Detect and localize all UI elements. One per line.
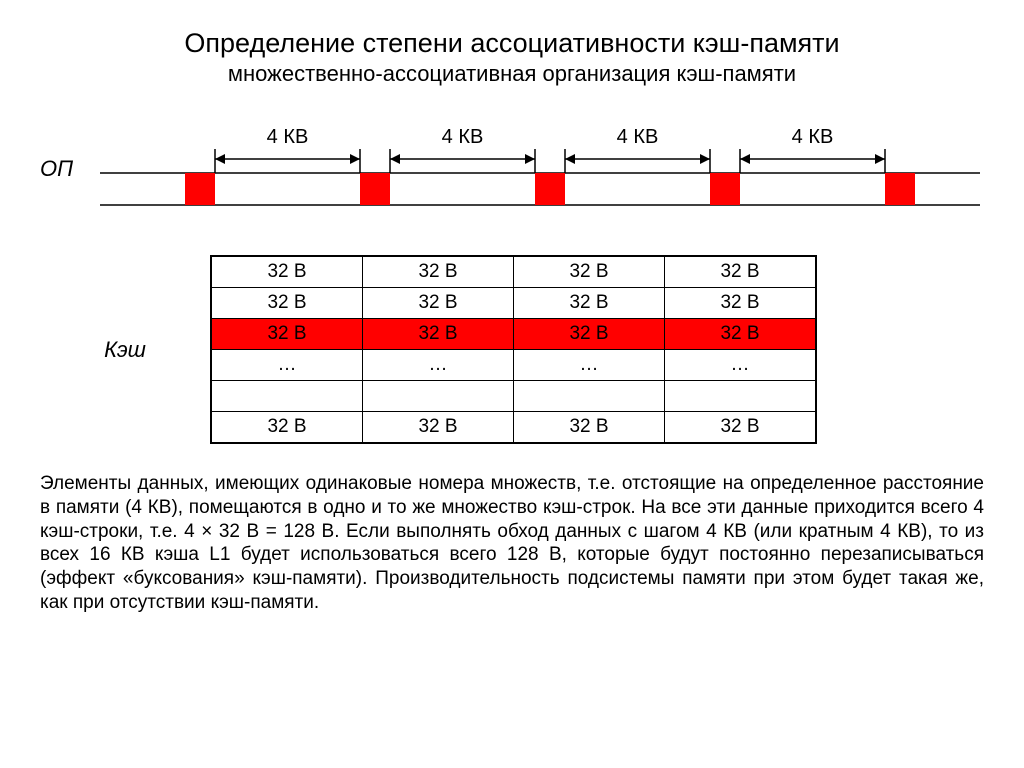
page-subtitle: множественно-ассоциативная организация к…	[40, 61, 984, 87]
op-label: ОП	[40, 156, 100, 182]
table-row: …………	[211, 350, 816, 381]
table-row: 32 В32 В32 В32 В	[211, 256, 816, 288]
cache-label: Кэш	[40, 337, 210, 363]
table-cell: 32 В	[363, 319, 514, 350]
table-cell	[211, 381, 363, 412]
table-cell: …	[514, 350, 665, 381]
table-cell: 32 В	[363, 288, 514, 319]
cache-diagram: Кэш 32 В32 В32 В32 В32 В32 В32 В32 В32 В…	[40, 255, 984, 444]
table-cell: 32 В	[211, 412, 363, 444]
table-cell: …	[211, 350, 363, 381]
table-cell	[363, 381, 514, 412]
table-cell: 32 В	[211, 256, 363, 288]
svg-text:4 КВ: 4 КВ	[617, 126, 659, 148]
table-row: 32 В32 В32 В32 В	[211, 319, 816, 350]
table-cell: …	[363, 350, 514, 381]
cache-table: 32 В32 В32 В32 В32 В32 В32 В32 В32 В32 В…	[210, 255, 817, 444]
table-cell: 32 В	[665, 288, 817, 319]
table-cell: 32 В	[665, 412, 817, 444]
table-cell: 32 В	[665, 319, 817, 350]
table-cell: …	[665, 350, 817, 381]
table-cell: 32 В	[514, 412, 665, 444]
main-memory-diagram: ОП 4 КВ 4 КВ 4 КВ 4 КВ	[40, 123, 984, 215]
table-cell: 32 В	[363, 256, 514, 288]
table-cell: 32 В	[514, 288, 665, 319]
table-cell	[514, 381, 665, 412]
table-row: 32 В32 В32 В32 В	[211, 288, 816, 319]
table-cell	[665, 381, 817, 412]
svg-text:4 КВ: 4 КВ	[442, 126, 484, 148]
table-cell: 32 В	[514, 256, 665, 288]
body-paragraph: Элементы данных, имеющих одинаковые номе…	[40, 472, 984, 615]
table-cell: 32 В	[363, 412, 514, 444]
memory-bar-svg: 4 КВ 4 КВ 4 КВ 4 КВ	[100, 123, 984, 215]
table-cell: 32 В	[665, 256, 817, 288]
svg-text:4 КВ: 4 КВ	[792, 126, 834, 148]
table-row	[211, 381, 816, 412]
page-title: Определение степени ассоциативности кэш-…	[40, 28, 984, 59]
table-cell: 32 В	[514, 319, 665, 350]
svg-text:4 КВ: 4 КВ	[267, 126, 309, 148]
table-cell: 32 В	[211, 319, 363, 350]
table-cell: 32 В	[211, 288, 363, 319]
table-row: 32 В32 В32 В32 В	[211, 412, 816, 444]
